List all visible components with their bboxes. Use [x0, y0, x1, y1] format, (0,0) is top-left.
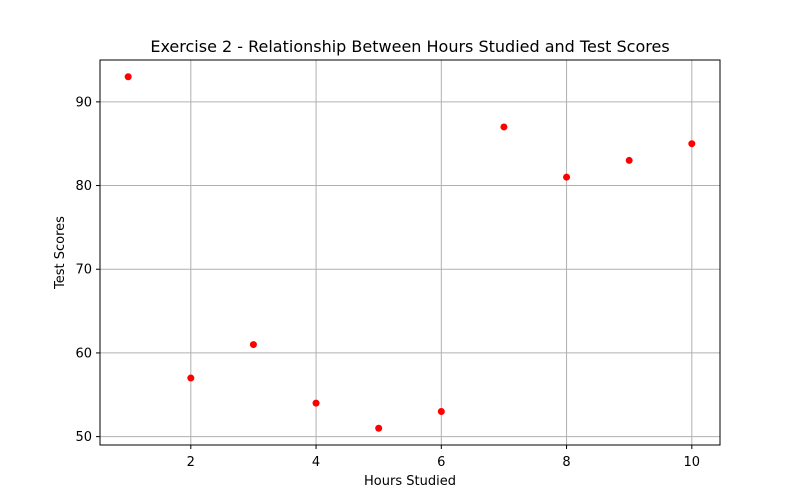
- x-tick-label: 4: [312, 455, 320, 470]
- plot-frame: [99, 59, 721, 446]
- data-point: [563, 173, 571, 181]
- y-tick-label: 80: [75, 179, 92, 194]
- x-axis-label: Hours Studied: [364, 474, 456, 489]
- data-point: [249, 341, 257, 349]
- data-point: [625, 156, 633, 164]
- y-axis-label: Test Scores: [53, 216, 68, 290]
- x-tick-label: 2: [187, 455, 195, 470]
- data-points: [124, 73, 696, 432]
- data-point: [500, 123, 508, 131]
- y-tick-label: 70: [75, 263, 92, 278]
- data-point: [375, 424, 383, 432]
- x-tick-label: 8: [562, 455, 570, 470]
- x-tick-label: 6: [437, 455, 445, 470]
- chart-title: Exercise 2 - Relationship Between Hours …: [150, 37, 669, 56]
- data-point: [187, 374, 195, 382]
- data-point: [312, 399, 320, 407]
- x-tick-label: 10: [684, 455, 701, 470]
- y-tick-label: 50: [75, 430, 92, 445]
- grid-lines: [100, 60, 720, 445]
- data-point: [437, 408, 445, 416]
- axis-ticks: 2 4 6 8 10 50 60 70 80 90: [75, 95, 700, 470]
- data-point: [124, 73, 132, 81]
- y-tick-label: 90: [75, 95, 92, 110]
- data-point: [688, 140, 696, 148]
- y-tick-label: 60: [75, 346, 92, 361]
